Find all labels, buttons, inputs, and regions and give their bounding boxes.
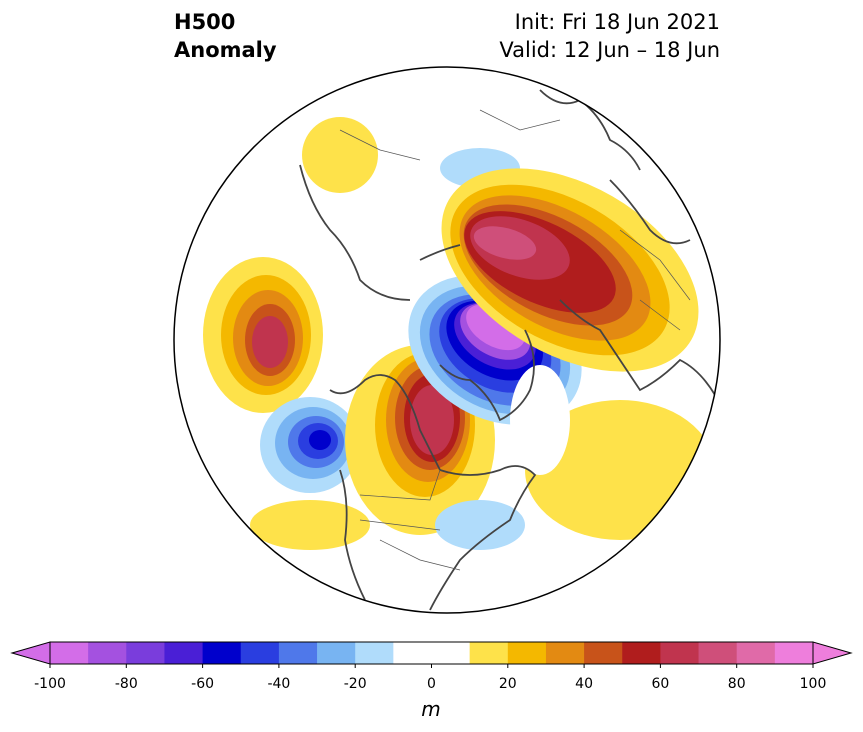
colorbar-bin — [164, 642, 204, 664]
colorbar-bin — [698, 642, 738, 664]
colorbar-tick-label: -40 — [267, 676, 290, 692]
colorbar-unit: m — [421, 697, 440, 721]
colorbar-tick-label: -100 — [34, 676, 66, 692]
colorbar-bin — [126, 642, 165, 664]
colorbar-bin — [50, 642, 89, 664]
colorbar-tick-label: 80 — [728, 676, 746, 692]
ridge-north-pacific — [203, 257, 323, 413]
colorbar-ticks: -100 -80 -60 -40 -20 0 20 40 60 80 100 — [34, 664, 826, 692]
trough-gulf-of-alaska — [260, 397, 360, 493]
colorbar-bin — [584, 642, 623, 664]
colorbar-tick-label: 20 — [499, 676, 517, 692]
colorbar-tick-label: 100 — [800, 676, 827, 692]
colorbar-bin — [317, 642, 356, 664]
colorbar-bin — [507, 642, 547, 664]
ridge-east-asia — [302, 117, 378, 193]
colorbar-bin — [736, 642, 776, 664]
colorbar-tick-label: 60 — [651, 676, 669, 692]
colorbar-bin — [240, 642, 280, 664]
title-line-1: H500 — [174, 10, 236, 34]
init-date: Init: Fri 18 Jun 2021 — [514, 10, 720, 34]
colorbar-tick-label: -20 — [344, 676, 367, 692]
colorbar-bin — [278, 642, 318, 664]
colorbar-bin — [393, 642, 432, 664]
colorbar-tick-label: 0 — [427, 676, 436, 692]
colorbar-tick-label: -80 — [115, 676, 138, 692]
political-borders — [339, 109, 691, 571]
colorbar-bin — [431, 642, 471, 664]
colorbar-bin — [469, 642, 509, 664]
colorbar-bin — [355, 642, 394, 664]
anomaly-field — [174, 67, 720, 613]
colorbar-bin — [545, 642, 585, 664]
title-line-2: Anomaly — [174, 38, 277, 62]
colorbar-bin — [660, 642, 700, 664]
colorbar-min-extension — [10, 641, 51, 665]
colorbar: -100 -80 -60 -40 -20 0 20 40 60 80 100 m — [10, 641, 853, 721]
title-block: H500 Anomaly — [174, 8, 277, 64]
colorbar-tick-label: 40 — [575, 676, 593, 692]
colorbar-bin — [88, 642, 127, 664]
trough-eastern-us — [435, 500, 525, 550]
init-valid-block: Init: Fri 18 Jun 2021 Valid: 12 Jun – 18… — [499, 8, 720, 64]
colorbar-bins — [50, 642, 814, 664]
colorbar-max-extension — [812, 641, 853, 665]
ridge-europe — [441, 168, 699, 372]
coastlines — [299, 89, 716, 611]
colorbar-bin — [622, 642, 661, 664]
map-boundary-circle — [173, 66, 721, 614]
ridge-western-canada — [250, 345, 495, 550]
colorbar-bin — [774, 642, 814, 664]
colorbar-bin — [202, 642, 242, 664]
valid-range: Valid: 12 Jun – 18 Jun — [499, 38, 720, 62]
colorbar-tick-label: -60 — [191, 676, 214, 692]
